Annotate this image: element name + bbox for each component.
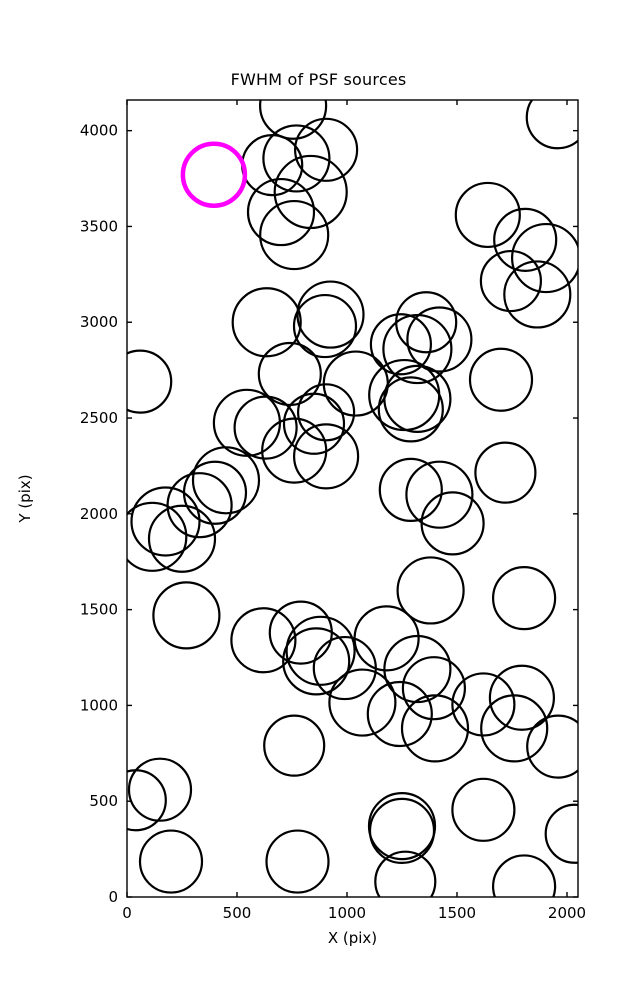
psf-source-marker — [492, 854, 557, 897]
psf-source-marker — [420, 491, 485, 556]
psf-source-marker — [511, 222, 578, 294]
highlighted-source-marker — [180, 141, 248, 208]
psf-source-marker — [405, 460, 474, 529]
psf-source-marker — [525, 100, 578, 150]
psf-source-marker — [367, 792, 437, 861]
psf-source-marker — [294, 117, 359, 182]
psf-source-marker — [285, 615, 356, 686]
psf-source-marker — [368, 797, 436, 865]
x-tick-label: 2000 — [548, 904, 586, 922]
psf-source-marker — [451, 777, 516, 842]
y-tick-label: 3000 — [80, 313, 118, 331]
psf-source-marker — [282, 627, 351, 696]
psf-source-marker — [152, 581, 221, 650]
psf-source-marker — [233, 395, 298, 460]
y-tick-label: 3500 — [80, 217, 118, 235]
psf-source-marker — [382, 313, 453, 385]
y-tick-label: 1000 — [80, 696, 118, 714]
psf-source-marker — [503, 260, 572, 329]
psf-source-marker — [230, 607, 297, 674]
psf-source-marker — [451, 672, 516, 737]
psf-source-marker — [353, 605, 420, 672]
psf-source-marker — [191, 446, 261, 515]
y-tick-label: 1500 — [80, 601, 118, 619]
psf-source-marker — [263, 714, 326, 777]
psf-source-marker — [241, 134, 304, 197]
psf-source-marker — [127, 349, 173, 414]
psf-source-marker — [406, 306, 473, 373]
x-axis-label: X (pix) — [328, 929, 377, 947]
psf-source-marker — [293, 423, 360, 490]
psf-source-marker — [396, 556, 465, 625]
psf-source-marker — [212, 388, 281, 457]
psf-source-marker — [182, 460, 248, 525]
psf-source-marker — [479, 249, 542, 313]
page-title: FWHM of PSF sources — [230, 70, 407, 89]
psf-source-marker — [383, 634, 452, 704]
psf-source-marker — [292, 293, 358, 359]
y-tick-label: 2500 — [80, 409, 118, 427]
psf-source-marker — [400, 694, 470, 763]
x-tick-label: 0 — [122, 904, 132, 922]
psf-source-marker — [231, 287, 302, 358]
psf-source-marker — [259, 199, 330, 271]
psf-source-marker — [378, 457, 443, 522]
psf-source-marker — [491, 566, 557, 631]
psf-source-marker — [127, 757, 193, 822]
psf-source-marker — [147, 504, 217, 573]
psf-source-marker — [246, 177, 316, 247]
x-tick-label: 1000 — [328, 904, 366, 922]
x-tick-label: 500 — [223, 904, 252, 922]
psf-source-marker — [296, 280, 365, 349]
psf-source-marker — [127, 501, 188, 572]
y-tick-label: 500 — [89, 792, 118, 810]
psf-source-marker — [401, 656, 466, 721]
psf-source-marker — [377, 376, 444, 443]
y-tick-label: 4000 — [80, 122, 118, 140]
psf-source-marker — [297, 383, 356, 442]
psf-source-marker — [526, 714, 578, 779]
psf-source-marker — [366, 680, 433, 748]
psf-source-marker — [488, 664, 556, 731]
psf-source-marker — [138, 829, 204, 894]
psf-source-marker — [480, 694, 549, 763]
psf-source-marker — [166, 472, 233, 539]
y-tick-label: 0 — [108, 888, 118, 906]
psf-source-marker — [369, 313, 432, 376]
psf-source-marker — [454, 181, 521, 249]
axes-layer — [126, 99, 579, 898]
y-tick-label: 2000 — [80, 505, 118, 523]
psf-source-marker — [468, 347, 534, 412]
psf-source-marker — [261, 417, 328, 484]
y-axis-label: Y (pix) — [16, 474, 34, 523]
psf-source-marker — [544, 803, 578, 864]
axis-labels-layer: 0 500 1000 1500 2000 0 500 1000 1500 2000 2500 3000… — [16, 122, 586, 947]
psf-source-marker — [374, 850, 437, 897]
psf-source-marker — [127, 769, 167, 832]
psf-source-marker — [328, 668, 397, 737]
psf-source-marker — [265, 829, 330, 894]
psf-source-marker — [130, 486, 201, 557]
psf-source-marker — [282, 392, 346, 455]
axes-frame — [126, 99, 579, 898]
x-tick-label: 1500 — [438, 904, 476, 922]
psf-source-marker — [259, 100, 328, 140]
psf-source-marker — [493, 207, 558, 272]
psf-source-marker — [383, 364, 452, 433]
psf-source-marker — [474, 441, 537, 504]
psf-source-marker — [395, 291, 458, 354]
markers-layer — [127, 100, 578, 897]
psf-source-marker — [262, 124, 331, 193]
